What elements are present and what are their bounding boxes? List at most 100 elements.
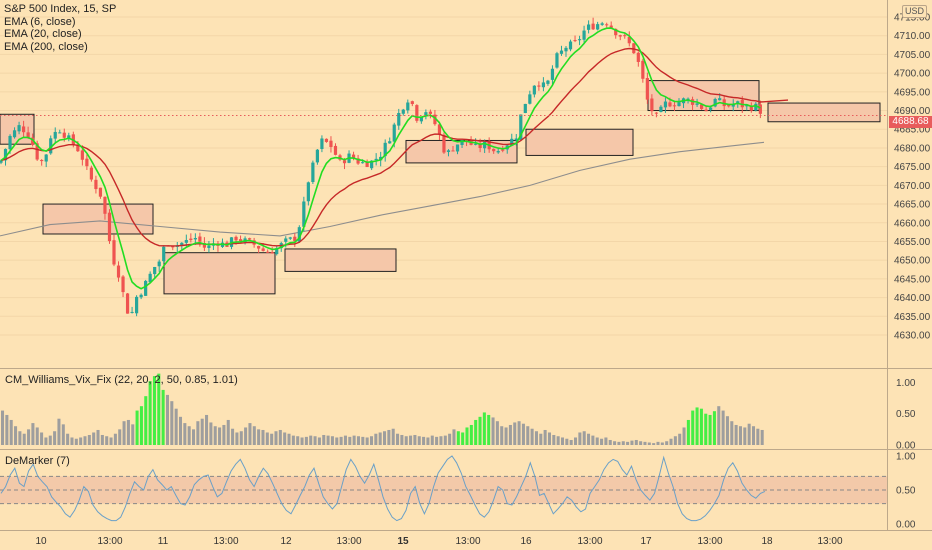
ema200-line: [0, 141, 765, 237]
vix-bar: [113, 433, 117, 445]
candle-body: [587, 24, 591, 30]
candle-body: [740, 99, 744, 108]
candle-body: [446, 150, 451, 152]
candle-body: [31, 137, 35, 145]
candle-body: [85, 158, 89, 167]
demarker-panel-label[interactable]: DeMarker (7): [5, 455, 70, 467]
demarker-tick-label: 1.00: [896, 452, 916, 463]
vix-bar: [682, 427, 686, 445]
ema20-layer: [0, 47, 789, 247]
vix-bar: [626, 441, 630, 445]
vix-bar: [1, 410, 5, 445]
candle-body: [722, 99, 726, 107]
supply-demand-zones: [0, 80, 881, 295]
currency-badge[interactable]: USD: [902, 5, 928, 18]
vix-bar: [148, 381, 152, 445]
time-tick-label: 13:00: [455, 536, 480, 547]
vix-bar: [595, 437, 599, 445]
zone-box: [525, 128, 634, 156]
price-tick-label: 4680.00: [894, 143, 931, 154]
candle-body: [275, 248, 279, 255]
candle-body: [672, 105, 677, 107]
vix-bar: [239, 431, 243, 445]
candle-body: [333, 145, 338, 155]
legend-ema6[interactable]: EMA (6, close): [4, 15, 76, 28]
candle-body: [370, 160, 374, 169]
candle-body: [636, 52, 640, 62]
candle-body: [483, 141, 487, 149]
vix-bar: [14, 426, 18, 445]
vix-bar: [365, 437, 369, 445]
vix-bar: [48, 435, 52, 445]
vix-bar: [409, 435, 413, 445]
candle-body: [415, 105, 419, 121]
vix-bar: [200, 418, 204, 445]
vix-bar: [660, 442, 664, 445]
vix-bar: [79, 437, 83, 445]
vix-bar: [439, 436, 443, 445]
price-tick-label: 4660.00: [894, 218, 931, 229]
price-tick-label: 4685.00: [894, 125, 931, 136]
vix-bar: [717, 406, 721, 445]
candle-body: [193, 237, 197, 240]
vix-bar: [44, 437, 48, 445]
candle-body: [392, 124, 396, 142]
vix-bar: [747, 423, 751, 445]
price-tick-label: 4715.00: [894, 13, 931, 24]
candle-body: [474, 143, 478, 145]
vix-bar: [461, 432, 465, 445]
vix-bar: [686, 419, 690, 445]
candle-body: [139, 294, 143, 298]
y-axis[interactable]: 4715.00 4710.00 4705.00 4700.00 4695.00 4690.…: [894, 13, 931, 531]
vix-bar: [647, 442, 651, 445]
vix-bar: [574, 437, 578, 445]
vix-bar: [213, 426, 217, 445]
vix-bar: [218, 427, 222, 445]
vix-bar: [708, 414, 712, 445]
x-axis[interactable]: 10 13:00 11 13:00 12 13:00 15 13:00 16 13:00 17 13:…: [35, 536, 843, 547]
legend-ema200[interactable]: EMA (200, close): [4, 40, 88, 53]
vix-bar: [231, 428, 235, 445]
vix-bar: [430, 435, 434, 445]
vix-bar: [678, 433, 682, 445]
vix-bar: [495, 421, 499, 445]
vix-bar: [487, 414, 491, 445]
vix-bar: [665, 441, 669, 445]
candle-body: [645, 78, 649, 100]
vix-bar: [87, 434, 91, 445]
vix-bar: [474, 419, 478, 445]
candle-body: [442, 134, 446, 153]
candle-body: [35, 143, 39, 160]
legend-title[interactable]: S&P 500 Index, 15, SP: [4, 3, 117, 15]
candle-body: [121, 276, 125, 293]
vix-bar: [209, 422, 213, 445]
vix-bar: [322, 434, 326, 445]
vix-bar: [187, 426, 191, 445]
candle-body: [496, 151, 500, 153]
vix-bar: [604, 437, 608, 445]
demarker-tick-label: 0.50: [896, 486, 916, 497]
vix-bar: [656, 441, 660, 445]
vix-bar: [192, 429, 196, 445]
vix-fix-panel-label[interactable]: CM_Williams_Vix_Fix (22, 20, 2, 50, 0.85…: [5, 374, 238, 386]
candle-body: [3, 148, 8, 161]
legend-ema20[interactable]: EMA (20, close): [4, 28, 82, 40]
vix-bar: [265, 432, 269, 445]
vix-bar: [31, 423, 35, 445]
candle-body: [749, 105, 753, 111]
vix-bar: [517, 421, 521, 445]
vix-bar: [526, 426, 530, 445]
candle-body: [302, 201, 306, 227]
vix-bar: [543, 429, 547, 445]
vix-bar: [730, 421, 734, 445]
candle-body: [528, 94, 532, 104]
candle-body: [270, 252, 274, 254]
vix-bar: [22, 433, 26, 445]
vix-bar: [422, 436, 426, 445]
vix-bar: [378, 432, 382, 445]
candle-body: [153, 266, 157, 275]
vix-bar: [70, 437, 74, 445]
candle-body: [58, 132, 62, 134]
